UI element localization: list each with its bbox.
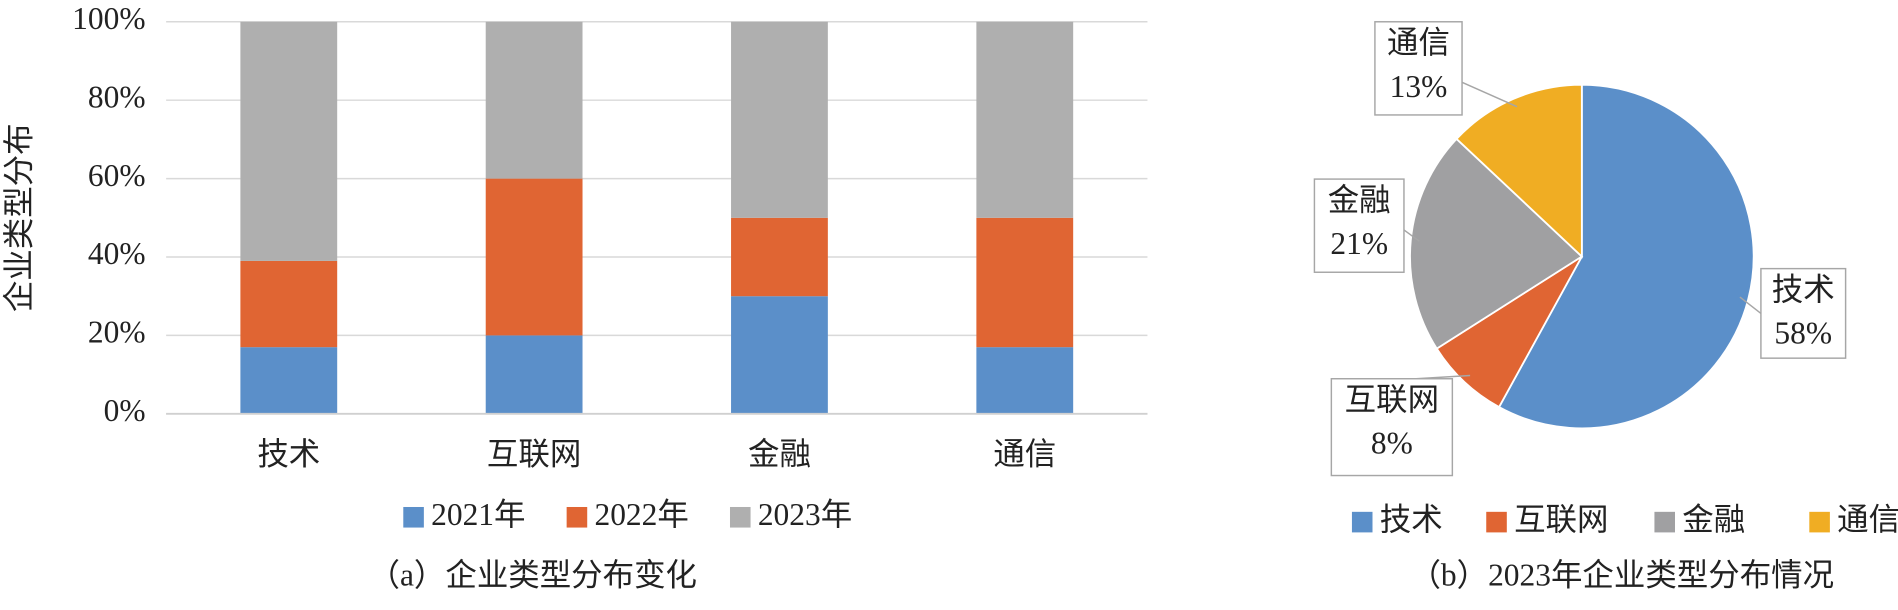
legend-swatch (1351, 511, 1373, 533)
legend-label: 2021年 (431, 497, 525, 532)
legend-swatch (1809, 511, 1830, 533)
slice-label: 互联网 (1345, 382, 1439, 417)
bar-segment (485, 335, 583, 414)
value-label: 58% (1774, 316, 1832, 351)
bar-segment (976, 21, 1074, 218)
legend-label: 2022年 (594, 497, 688, 532)
y-tick-label: 40% (88, 236, 146, 271)
label-box (1313, 178, 1405, 273)
value-label: 8% (1371, 426, 1413, 461)
pie-slice (1455, 83, 1583, 259)
bar-segment (731, 217, 828, 297)
pie-slice (1497, 83, 1755, 430)
x-tick-label: 互联网 (487, 437, 581, 472)
label-box (1330, 378, 1454, 477)
x-tick-label: 金融 (748, 437, 811, 472)
legend-label: 通信 (1837, 502, 1898, 537)
caption: （a）企业类型分布变化 (369, 558, 697, 593)
y-tick-label: 100% (72, 1, 145, 36)
value-label: 13% (1390, 69, 1448, 104)
y-axis-title: 企业类型分布 (1, 123, 36, 312)
slice-label: 技术 (1772, 272, 1835, 307)
leader-line (1461, 81, 1518, 108)
bar-segment (240, 347, 338, 414)
legend-swatch (1486, 511, 1507, 533)
value-label: 21% (1330, 226, 1388, 261)
label-box (1760, 267, 1847, 359)
x-tick-label: 通信 (993, 437, 1056, 472)
bar-segment (976, 217, 1074, 348)
y-tick-label: 0% (104, 393, 146, 428)
bar-segment (240, 260, 338, 348)
slice-label: 金融 (1328, 182, 1391, 217)
x-tick-label: 技术 (257, 437, 320, 472)
y-tick-label: 20% (88, 315, 146, 350)
legend-label: 互联网 (1514, 502, 1608, 537)
legend-swatch (729, 506, 751, 528)
y-tick-label: 80% (88, 79, 146, 114)
label-box (1374, 21, 1463, 116)
y-tick-label: 60% (88, 158, 146, 193)
legend-label: 金融 (1682, 502, 1745, 537)
caption: （b）2023年企业类型分布情况 (1409, 558, 1834, 593)
leader-line (1403, 229, 1420, 242)
legend-swatch (566, 506, 588, 528)
legend-label: 2023年 (758, 497, 852, 532)
leader-line (1739, 296, 1762, 314)
bar-segment (240, 21, 338, 261)
bar-segment (485, 21, 583, 179)
slice-label: 通信 (1387, 25, 1450, 60)
bar-segment (976, 347, 1074, 414)
legend-swatch (403, 506, 424, 528)
bar-segment (485, 178, 583, 336)
bar-segment (731, 21, 828, 218)
pie-slice (1409, 137, 1584, 350)
legend-label: 技术 (1380, 502, 1443, 537)
legend-swatch (1654, 511, 1675, 533)
bar-segment (731, 296, 828, 414)
